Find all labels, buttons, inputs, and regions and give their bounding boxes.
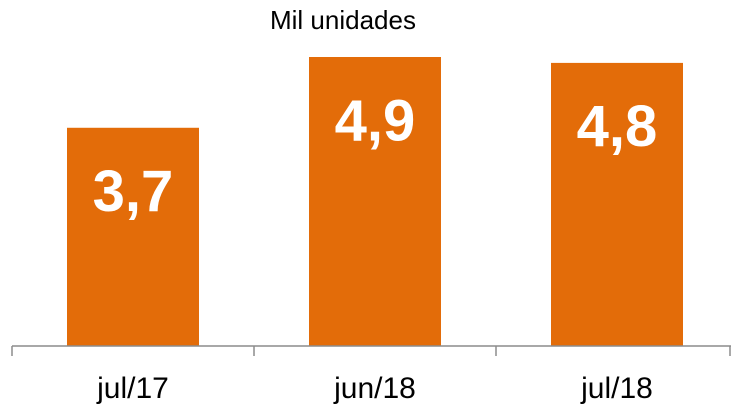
x-tick-label: jul/18 [580,372,653,405]
value-label: 3,7 [93,159,174,224]
value-label: 4,9 [335,88,416,153]
value-label: 4,8 [577,94,658,159]
x-tick-label: jun/18 [333,372,416,405]
bar [551,62,683,347]
x-tick-label: jul/17 [96,372,169,405]
bar [309,57,441,346]
bar [67,127,199,346]
chart-title: Mil unidades [270,5,416,35]
